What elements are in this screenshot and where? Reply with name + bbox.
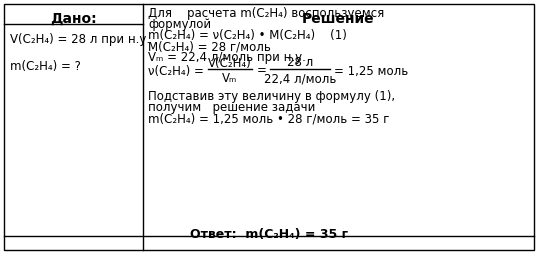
Text: Для    расчета m(C₂H₄) воспользуемся: Для расчета m(C₂H₄) воспользуемся [148,7,384,20]
Text: = 1,25 моль: = 1,25 моль [334,64,408,77]
Text: 22,4 л/моль: 22,4 л/моль [264,72,336,85]
Text: Vₘ: Vₘ [222,72,238,85]
Text: Решение: Решение [302,12,375,26]
Text: формулой: формулой [148,18,211,31]
Text: 28 л: 28 л [287,56,313,69]
Text: получим   решение задачи: получим решение задачи [148,101,315,114]
Text: m(C₂H₄) = ν(C₂H₄) • M(C₂H₄)    (1): m(C₂H₄) = ν(C₂H₄) • M(C₂H₄) (1) [148,29,347,42]
Text: Дано:: Дано: [50,12,97,26]
Text: Подставив эту величину в формулу (1),: Подставив эту величину в формулу (1), [148,90,395,103]
Text: V(C₂H₄): V(C₂H₄) [208,56,252,69]
Text: Ответ:  m(C₂H₄) = 35 г: Ответ: m(C₂H₄) = 35 г [190,227,348,240]
Text: Vₘ = 22,4 л/моль при н.у.: Vₘ = 22,4 л/моль при н.у. [148,51,306,64]
Text: ν(C₂H₄) =: ν(C₂H₄) = [148,64,204,77]
Text: m(C₂H₄) = ?: m(C₂H₄) = ? [10,60,81,73]
Text: m(C₂H₄) = 1,25 моль • 28 г/моль = 35 г: m(C₂H₄) = 1,25 моль • 28 г/моль = 35 г [148,112,390,124]
Text: M(C₂H₄) = 28 г/моль: M(C₂H₄) = 28 г/моль [148,40,271,53]
Text: V(C₂H₄) = 28 л при н.у.: V(C₂H₄) = 28 л при н.у. [10,33,150,46]
Text: =: = [257,64,267,77]
